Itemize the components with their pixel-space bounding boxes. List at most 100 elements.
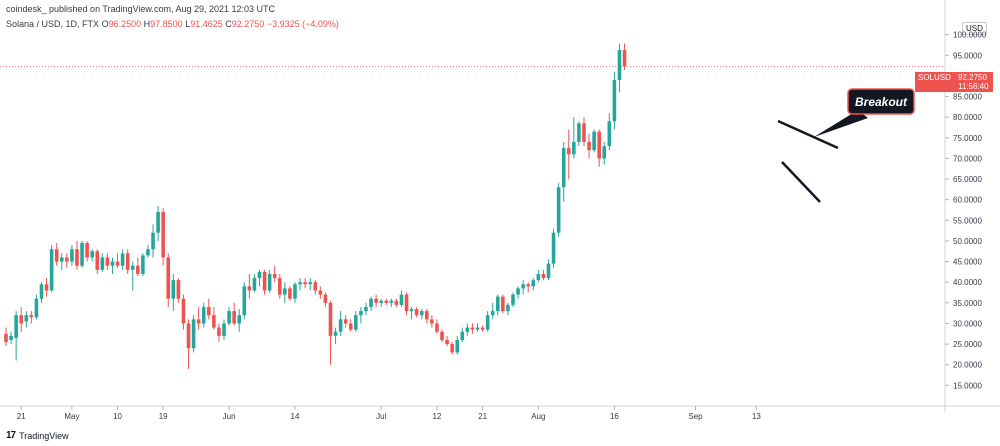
candle-body: [354, 315, 358, 330]
candle-body: [394, 300, 399, 305]
y-tick-label: 85.0000: [953, 93, 982, 102]
candle-body: [65, 257, 69, 262]
candle-body: [384, 300, 389, 303]
y-tick-label: 65.0000: [953, 175, 982, 184]
candle-body: [70, 249, 74, 262]
last-price-tag: SOLUSD 92.2750 11:56:40: [915, 72, 993, 92]
candle-body: [24, 315, 29, 322]
candle-body: [501, 296, 505, 312]
candle-body: [191, 319, 196, 349]
candle-body: [440, 331, 444, 340]
candle-body: [389, 300, 394, 303]
open-label: O: [101, 19, 109, 29]
y-tick-label: 55.0000: [953, 216, 982, 225]
y-tick-label: 25.0000: [953, 340, 982, 349]
annotation-label: Breakout: [855, 95, 908, 109]
candle-body: [495, 296, 500, 312]
low-value: 91.4625: [190, 19, 223, 29]
candle-body: [212, 315, 216, 328]
candle-body: [313, 282, 318, 291]
candle-body: [612, 80, 617, 122]
currency-badge[interactable]: USD: [962, 22, 987, 35]
candle-body: [455, 339, 460, 353]
publisher-line: coindesk_ published on TradingView.com, …: [6, 4, 276, 14]
candle-body: [90, 251, 94, 258]
candle-body: [181, 298, 186, 324]
candle-body: [161, 212, 165, 258]
candle-body: [597, 131, 601, 159]
candle-body: [9, 335, 13, 340]
y-tick-label: 60.0000: [953, 196, 982, 205]
candle-body: [54, 249, 59, 262]
candle-body: [257, 271, 262, 279]
candle-body: [582, 123, 586, 142]
tradingview-logo[interactable]: 17 TradingView: [6, 430, 69, 441]
candle-body: [587, 141, 591, 151]
candle-body: [364, 306, 368, 312]
candle-body: [343, 319, 348, 324]
x-tick-label: 14: [291, 412, 300, 421]
candle-body: [592, 131, 596, 151]
candle-body: [95, 251, 100, 270]
candle-body: [577, 123, 581, 142]
y-tick-label: 70.0000: [953, 154, 982, 163]
candle-body: [277, 278, 282, 295]
candle-body: [252, 278, 257, 291]
high-label: H: [143, 19, 151, 29]
x-tick-label: Jun: [223, 412, 236, 421]
candle-body: [480, 327, 485, 330]
candle-body: [404, 294, 409, 312]
price-tag-price: 92.2750: [958, 73, 987, 82]
candle-body: [201, 306, 206, 324]
candle-body: [572, 141, 576, 155]
candle-body: [409, 309, 414, 312]
y-tick-label: 100.0000: [953, 31, 987, 40]
candle-body: [166, 257, 171, 299]
x-tick-label: 13: [752, 412, 761, 421]
x-tick-label: 12: [432, 412, 441, 421]
candle-body: [85, 243, 89, 258]
candle-body: [551, 232, 556, 264]
candle-body: [348, 323, 353, 330]
candle-body: [267, 273, 272, 291]
y-tick-label: 45.0000: [953, 258, 982, 267]
candle-body: [75, 249, 79, 266]
x-tick-label: May: [64, 412, 79, 421]
candle-body: [196, 319, 201, 324]
candle-body: [318, 290, 323, 295]
candle-body: [110, 261, 115, 266]
candle-body: [39, 284, 44, 299]
annotation-pointer: [814, 110, 868, 137]
annotation-box: [847, 88, 915, 115]
price-tag-symbol: SOLUSD: [918, 73, 951, 82]
y-tick-label: 30.0000: [953, 319, 982, 328]
y-tick-label: 75.0000: [953, 134, 982, 143]
time-axis: 21 May 10 19 Jun 14 Jul 12 21 Aug 16 Sep 13: [0, 405, 1000, 421]
candle-body: [435, 323, 439, 332]
candle-body: [298, 282, 302, 285]
candle-body: [379, 300, 383, 303]
tradingview-mark-icon: 17: [6, 430, 16, 441]
candles: [4, 43, 627, 369]
candle-body: [546, 263, 551, 279]
candle-body: [176, 280, 181, 299]
candle-body: [130, 265, 135, 270]
candle-body: [531, 280, 536, 287]
x-tick-label: Sep: [688, 412, 703, 421]
candle-body: [237, 315, 242, 324]
candle-body: [115, 261, 120, 266]
candle-body: [323, 294, 328, 303]
candle-body: [105, 257, 110, 266]
candle-body: [516, 288, 520, 295]
candle-body: [232, 311, 236, 324]
candle-body: [369, 298, 373, 307]
candle-body: [14, 315, 18, 338]
candle-body: [425, 311, 429, 320]
pattern-drawings: Breakout: [777, 88, 915, 203]
candle-body: [445, 339, 449, 345]
candle-body: [399, 294, 404, 305]
candle-body: [293, 284, 297, 299]
candle-body: [419, 311, 424, 316]
candle-body: [151, 232, 155, 250]
